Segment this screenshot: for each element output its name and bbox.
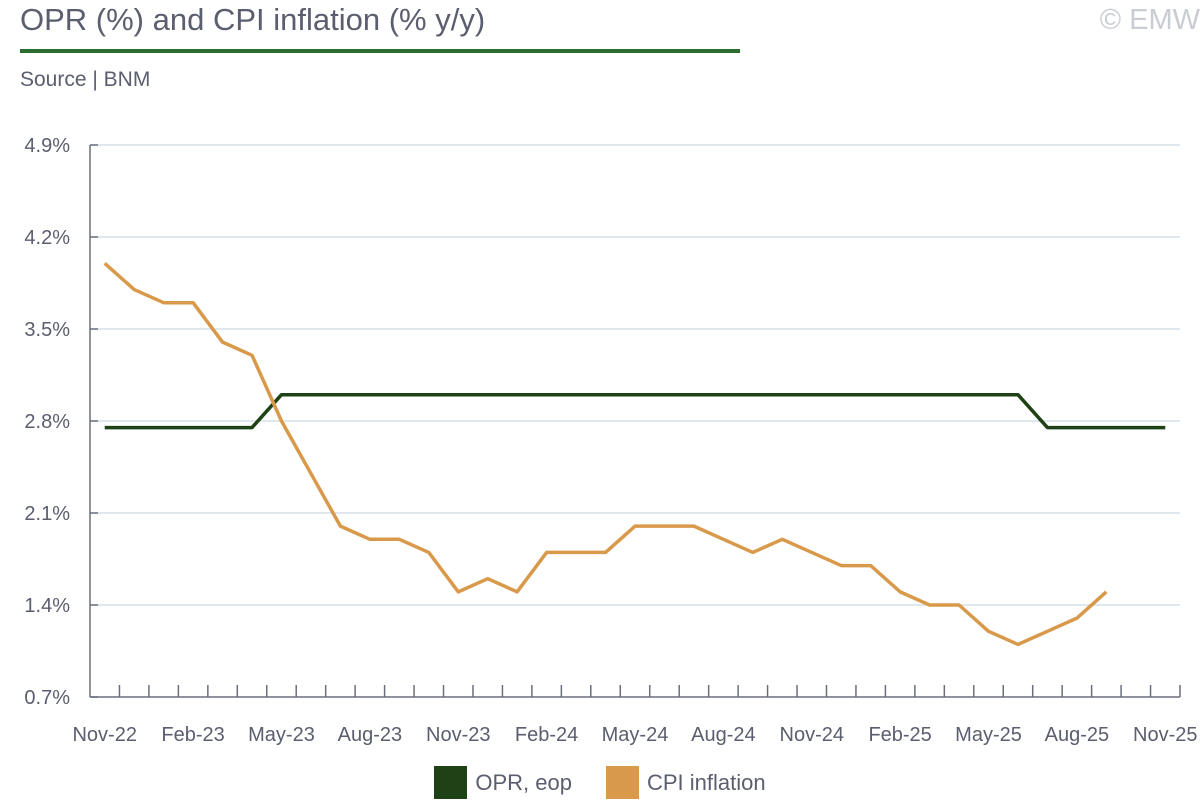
x-tick-label: Nov-25 — [1133, 724, 1197, 746]
legend: OPR, eop CPI inflation — [0, 766, 1200, 799]
cpi-line — [103, 261, 1108, 647]
legend-label-cpi: CPI inflation — [646, 769, 766, 795]
opr-line — [104, 392, 1166, 430]
x-tick-label: Nov-23 — [426, 724, 490, 746]
x-tick-label: Aug-25 — [1045, 724, 1110, 746]
x-tick-label: May-25 — [955, 724, 1022, 746]
x-tick-label: Feb-25 — [868, 724, 931, 746]
x-tick-label: May-23 — [248, 724, 315, 746]
x-tick-label: Aug-23 — [338, 724, 403, 746]
y-tick-label: 1.4% — [24, 595, 70, 617]
legend-label-opr: OPR, eop — [475, 769, 572, 795]
y-tick-label: 4.2% — [24, 227, 70, 249]
y-tick-label: 0.7% — [24, 687, 70, 709]
legend-item-opr: OPR, eop — [434, 766, 572, 799]
copyright-watermark: © EMW — [1099, 4, 1200, 36]
x-tick-label: Nov-22 — [72, 724, 136, 746]
y-tick-label: 3.5% — [24, 319, 70, 341]
y-tick-label: 2.8% — [24, 411, 70, 433]
x-tick-label: Nov-24 — [780, 724, 844, 746]
legend-item-cpi: CPI inflation — [605, 766, 766, 799]
x-tick-label: Aug-24 — [691, 724, 756, 746]
legend-swatch-cpi — [605, 766, 639, 799]
legend-swatch-opr — [434, 766, 468, 799]
chart-title: OPR (%) and CPI inflation (% y/y) — [20, 2, 486, 37]
y-tick-label: 2.1% — [24, 503, 70, 525]
x-tick-label: May-24 — [602, 724, 669, 746]
y-tick-label: 4.9% — [24, 135, 70, 157]
source-note: Source | BNM — [20, 68, 151, 91]
x-tick-label: Feb-23 — [161, 724, 224, 746]
title-rule — [20, 49, 740, 53]
x-tick-label: Feb-24 — [515, 724, 578, 746]
